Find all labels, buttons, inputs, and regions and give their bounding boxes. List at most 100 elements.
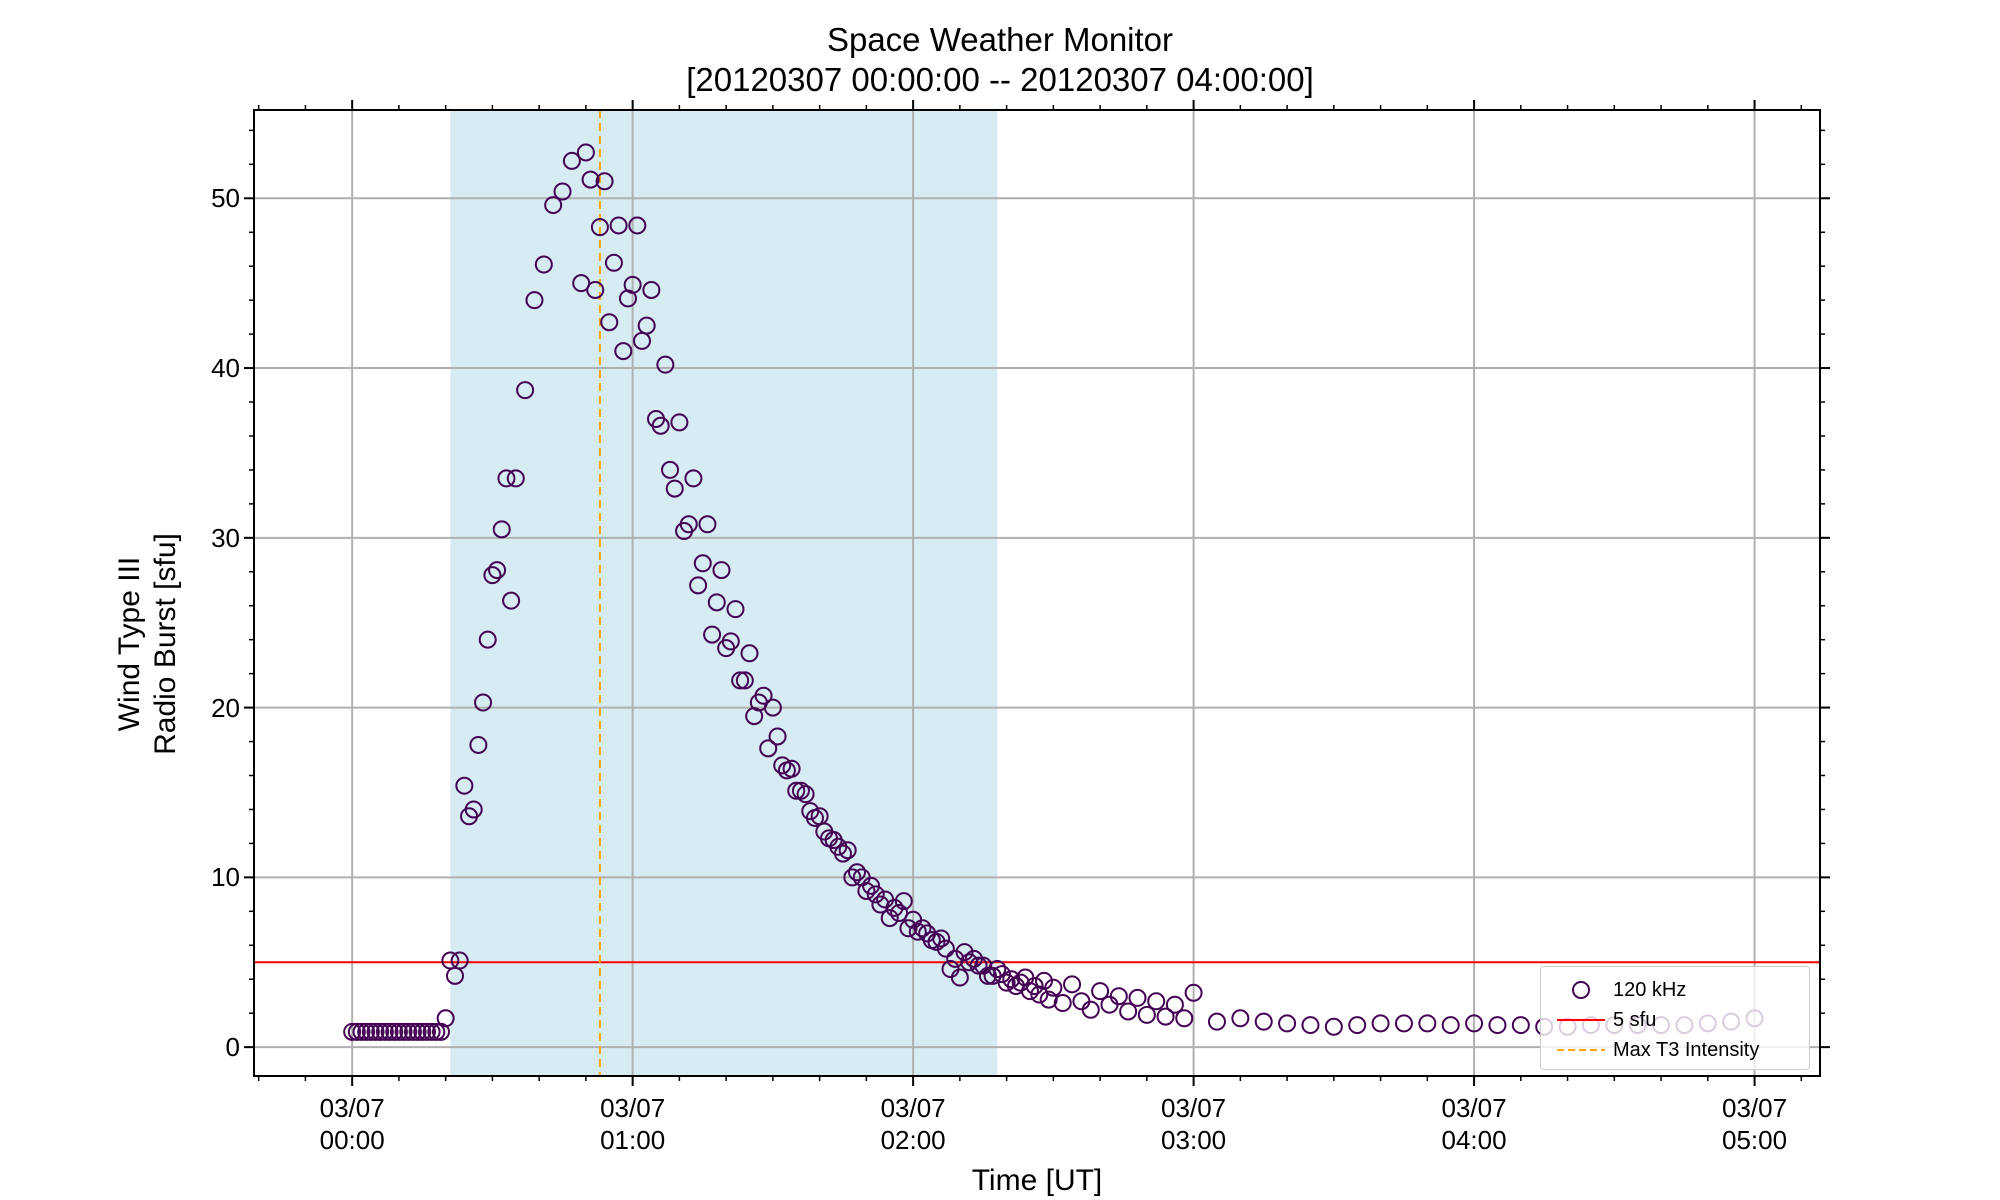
y-tick-label: 30: [211, 522, 240, 553]
data-point: [572, 274, 591, 293]
data-point: [894, 892, 913, 911]
x-tick-label-line: 03/07: [600, 1093, 666, 1123]
data-point: [661, 460, 680, 479]
x-tick-label: 03/07 01:00: [553, 1092, 713, 1156]
data-point: [562, 151, 581, 170]
data-point: [689, 576, 708, 595]
y-axis-label: Wind Type III Radio Burst [sfu]: [112, 344, 184, 944]
data-point: [1063, 975, 1082, 994]
y-tick-label: 10: [211, 862, 240, 893]
x-tick-label: 03/07 05:00: [1675, 1092, 1835, 1156]
y-tick-label: 0: [225, 1032, 240, 1063]
data-point: [763, 698, 782, 717]
data-point: [890, 904, 909, 923]
legend-marker-circle: [1572, 981, 1590, 999]
data-point: [950, 968, 969, 987]
data-point: [534, 255, 553, 274]
data-point: [1165, 995, 1184, 1014]
data-point: [506, 469, 525, 488]
data-point: [913, 919, 932, 938]
data-point: [427, 1022, 446, 1041]
data-point: [1231, 1009, 1250, 1028]
data-point: [880, 909, 899, 928]
data-point: [483, 566, 502, 585]
x-tick-label: 03/07 02:00: [833, 1092, 993, 1156]
data-point: [1488, 1016, 1507, 1035]
data-point: [389, 1022, 408, 1041]
data-point: [525, 291, 544, 310]
data-point: [787, 781, 806, 800]
data-point: [731, 671, 750, 690]
data-point: [408, 1022, 427, 1041]
x-tick-label-line: 03/07: [1161, 1093, 1227, 1123]
data-point: [1394, 1014, 1413, 1033]
x-tick-label-line: 04:00: [1441, 1125, 1507, 1155]
data-point: [413, 1022, 432, 1041]
y-tick-label: 20: [211, 692, 240, 723]
data-point: [1091, 982, 1110, 1001]
data-point: [581, 170, 600, 189]
data-point: [791, 781, 810, 800]
data-point: [1025, 977, 1044, 996]
data-point: [1278, 1014, 1297, 1033]
x-tick-label-line: 03:00: [1161, 1125, 1227, 1155]
x-tick-label-line: 01:00: [600, 1125, 666, 1155]
data-point: [712, 561, 731, 580]
data-point: [600, 313, 619, 332]
data-point: [357, 1022, 376, 1041]
data-point: [375, 1022, 394, 1041]
data-point: [974, 956, 993, 975]
data-point: [665, 479, 684, 498]
data-point: [721, 632, 740, 651]
data-point: [670, 413, 689, 432]
data-point: [595, 172, 614, 191]
data-point: [343, 1022, 362, 1041]
data-point: [899, 919, 918, 938]
data-point: [1039, 990, 1058, 1009]
data-point: [422, 1022, 441, 1041]
chart-subtitle: [20120307 00:00:00 -- 20120307 04:00:00]: [686, 61, 1314, 98]
data-point: [385, 1022, 404, 1041]
data-point: [590, 218, 609, 237]
x-tick-label: 03/07 00:00: [272, 1092, 432, 1156]
x-tick-label-line: 03/07: [1722, 1093, 1788, 1123]
data-point: [436, 1009, 455, 1028]
x-tick-label-line: 03/07: [880, 1093, 946, 1123]
data-point: [969, 956, 988, 975]
data-point: [1109, 987, 1128, 1006]
legend-item-5sfu: 5 sfu: [1541, 1005, 1809, 1035]
x-tick-label: 03/07 03:00: [1114, 1092, 1274, 1156]
y-axis-label-line1: Wind Type III: [113, 556, 146, 732]
data-point: [796, 785, 815, 804]
data-point: [848, 863, 867, 882]
data-point: [544, 196, 563, 215]
data-point: [474, 693, 493, 712]
data-point: [623, 275, 642, 294]
data-point: [478, 630, 497, 649]
data-point: [960, 953, 979, 972]
legend-marker-solid-line: [1557, 1019, 1605, 1021]
legend-label-max-t3: Max T3 Intensity: [1613, 1039, 1760, 1061]
legend: 120 kHz 5 sfu Max T3 Intensity: [1540, 966, 1810, 1070]
legend-item-max-t3: Max T3 Intensity: [1541, 1035, 1809, 1065]
data-point: [450, 951, 469, 970]
data-point: [361, 1022, 380, 1041]
data-point: [707, 593, 726, 612]
data-point: [1465, 1014, 1484, 1033]
chart-title: Space Weather Monitor: [826, 21, 1174, 58]
data-point: [403, 1022, 422, 1041]
data-point: [1511, 1016, 1530, 1035]
data-point: [637, 316, 656, 335]
data-point: [576, 143, 595, 162]
data-point: [726, 600, 745, 619]
data-point: [399, 1022, 418, 1041]
data-point: [759, 739, 778, 758]
data-point: [997, 973, 1016, 992]
data-point: [773, 756, 792, 775]
data-point: [1348, 1016, 1367, 1035]
data-point: [754, 686, 773, 705]
data-point: [488, 561, 507, 580]
data-point: [516, 381, 535, 400]
data-point: [1441, 1016, 1460, 1035]
data-point: [936, 939, 955, 958]
